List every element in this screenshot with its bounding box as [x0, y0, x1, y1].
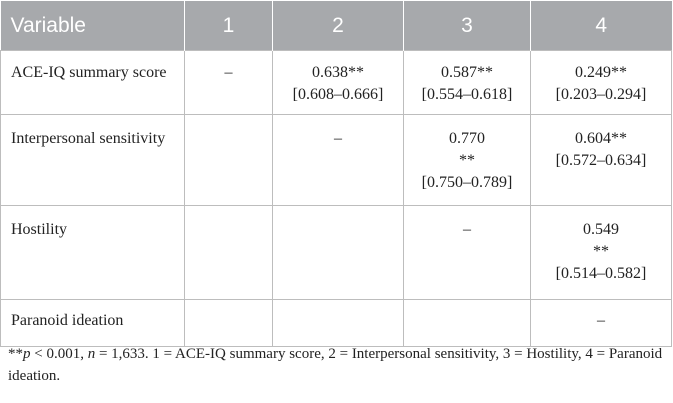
- cell-line: 0.549: [583, 221, 619, 238]
- header-col-1: 1: [184, 0, 273, 51]
- table-cell: 0.604** [0.572–0.634]: [530, 114, 672, 206]
- header-col-4: 4: [530, 0, 672, 51]
- cell-line: 0.638**: [312, 64, 364, 81]
- cell-line: **: [459, 152, 475, 169]
- footnote-legend: = 1,633. 1 = ACE-IQ summary score, 2 = I…: [8, 346, 663, 384]
- table-row: Interpersonal sensitivity – 0.770 ** [0.750–…: [0, 114, 672, 206]
- table-footnote: **p < 0.001, n = 1,633. 1 = ACE-IQ summa…: [8, 343, 668, 387]
- cell-line: [0.554–0.618]: [421, 86, 513, 103]
- table-row: Hostility – 0.549 ** [0.514–0.582]: [0, 205, 672, 300]
- cell-line: 0.770: [449, 130, 485, 147]
- footnote-p-value: < 0.001,: [30, 346, 88, 362]
- cell-line: **: [593, 243, 609, 260]
- cell-line: [0.514–0.582]: [555, 265, 647, 282]
- footnote-n: n: [87, 346, 96, 362]
- correlation-table: Variable 1 2 3 4 ACE-IQ summary score – 0.…: [0, 0, 672, 347]
- header-col-3: 3: [403, 0, 531, 51]
- row-variable-label: ACE-IQ summary score: [0, 50, 185, 115]
- cell-line: 0.587**: [441, 64, 493, 81]
- cell-line: [0.750–0.789]: [421, 174, 513, 191]
- table-row: Paranoid ideation –: [0, 299, 672, 347]
- table-cell: 0.638** [0.608–0.666]: [272, 50, 404, 115]
- table-cell: [184, 299, 273, 347]
- header-variable: Variable: [0, 0, 185, 51]
- table-cell: –: [184, 50, 273, 115]
- footnote-p: p: [23, 346, 31, 362]
- table-cell: 0.249** [0.203–0.294]: [530, 50, 672, 115]
- cell-line: –: [597, 312, 605, 329]
- cell-line: –: [334, 130, 342, 147]
- header-col-2: 2: [272, 0, 404, 51]
- cell-line: 0.249**: [575, 64, 627, 81]
- table-cell: [184, 205, 273, 300]
- table-cell: 0.587** [0.554–0.618]: [403, 50, 531, 115]
- table-cell: –: [403, 205, 531, 300]
- table-cell: [272, 205, 404, 300]
- cell-line: [0.572–0.634]: [555, 152, 647, 169]
- row-variable-label: Interpersonal sensitivity: [0, 114, 185, 206]
- cell-line: –: [463, 221, 471, 238]
- cell-line: [0.608–0.666]: [292, 86, 384, 103]
- table-cell: –: [272, 114, 404, 206]
- table-cell: [272, 299, 404, 347]
- table-cell: –: [530, 299, 672, 347]
- table-cell: [184, 114, 273, 206]
- footnote-stars: **: [8, 346, 23, 362]
- table-cell: 0.770 ** [0.750–0.789]: [403, 114, 531, 206]
- cell-line: [0.203–0.294]: [555, 86, 647, 103]
- cell-line: 0.604**: [575, 130, 627, 147]
- cell-line: –: [224, 64, 233, 81]
- table-row: ACE-IQ summary score – 0.638** [0.608–0.666…: [0, 50, 672, 115]
- table-cell: [403, 299, 531, 347]
- row-variable-label: Hostility: [0, 205, 185, 300]
- row-variable-label: Paranoid ideation: [0, 299, 185, 347]
- table-cell: 0.549 ** [0.514–0.582]: [530, 205, 672, 300]
- table-header-row: Variable 1 2 3 4: [0, 0, 672, 51]
